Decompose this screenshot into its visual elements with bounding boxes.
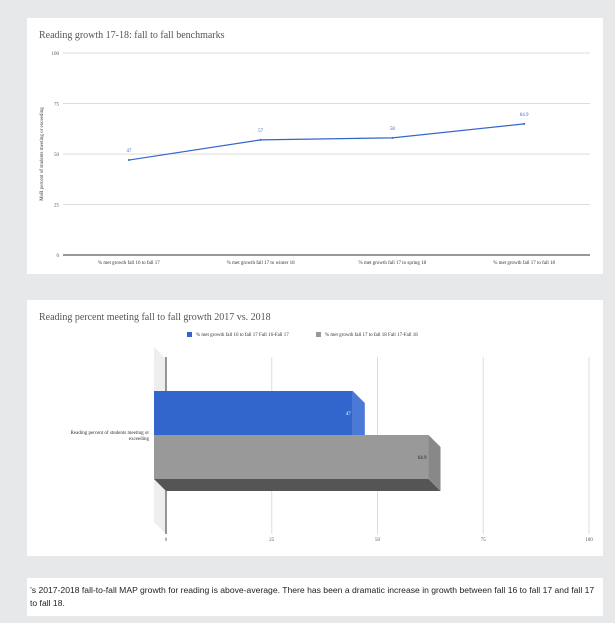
- category-label-line: exceeding: [129, 437, 150, 442]
- data-label: 64.9: [520, 113, 529, 118]
- line-chart-title: Reading growth 17-18: fall to fall bench…: [39, 30, 225, 41]
- category-label-line: Reading percent of students meeting or: [71, 431, 150, 436]
- line-chart-panel: Reading growth 17-18: fall to fall bench…: [27, 18, 603, 274]
- bar-side-face: [352, 391, 365, 447]
- x-tick-label: % met growth fall 17 to spring 18: [359, 261, 427, 266]
- data-point: [523, 122, 526, 125]
- data-point: [259, 138, 262, 141]
- data-label: 58: [390, 127, 396, 132]
- data-point: [391, 136, 394, 139]
- bar-chart: % met growth fall 16 to fall 17 Fall 16-…: [71, 332, 593, 543]
- x-tick-label: % met growth fall 17 to fall 18: [493, 261, 555, 266]
- bar-bottom-face: [154, 479, 441, 491]
- y-tick-label: 0: [57, 254, 60, 259]
- x-tick-label: 50: [375, 538, 381, 543]
- data-label: 57: [258, 129, 264, 134]
- bar-chart-panel: Reading percent meeting fall to fall gro…: [27, 300, 603, 556]
- x-tick-label: % met growth fall 16 to fall 17: [98, 261, 160, 266]
- data-label: 47: [346, 412, 352, 417]
- series-line: [128, 123, 525, 161]
- summary-text: ’s 2017-2018 fall-to-fall MAP growth for…: [30, 585, 595, 608]
- legend-label: % met growth fall 17 to fall 18 Fall 17-…: [325, 333, 418, 338]
- data-label: 47: [126, 149, 132, 154]
- y-tick-label: 75: [54, 103, 60, 108]
- y-axis-label: MoR percent of students meeting or excee…: [40, 107, 45, 201]
- y-tick-label: 100: [52, 52, 60, 57]
- legend-swatch: [187, 332, 192, 337]
- legend-swatch: [316, 332, 321, 337]
- x-tick-label: 25: [269, 538, 275, 543]
- y-tick-label: 25: [54, 204, 60, 209]
- bar: [154, 391, 353, 435]
- bar: [154, 435, 429, 479]
- x-tick-label: % met growth fall 17 to winter 18: [227, 261, 295, 266]
- x-tick-label: 100: [585, 538, 593, 543]
- data-point: [127, 159, 130, 162]
- line-chart: 0 25 50 75 100 MoR percent of students meetin…: [40, 52, 590, 266]
- bar-chart-title: Reading percent meeting fall to fall gro…: [39, 312, 271, 323]
- y-tick-label: 50: [54, 153, 60, 158]
- data-label: 64.9: [418, 456, 427, 461]
- bar-side-face: [428, 435, 441, 491]
- category-label: Reading percent of students meeting or ex…: [71, 431, 150, 442]
- summary-panel: ’s 2017-2018 fall-to-fall MAP growth for…: [27, 578, 603, 616]
- x-tick-label: 75: [481, 538, 487, 543]
- legend-label: % met growth fall 16 to fall 17 Fall 16-…: [196, 333, 289, 338]
- x-tick-label: 0: [165, 538, 168, 543]
